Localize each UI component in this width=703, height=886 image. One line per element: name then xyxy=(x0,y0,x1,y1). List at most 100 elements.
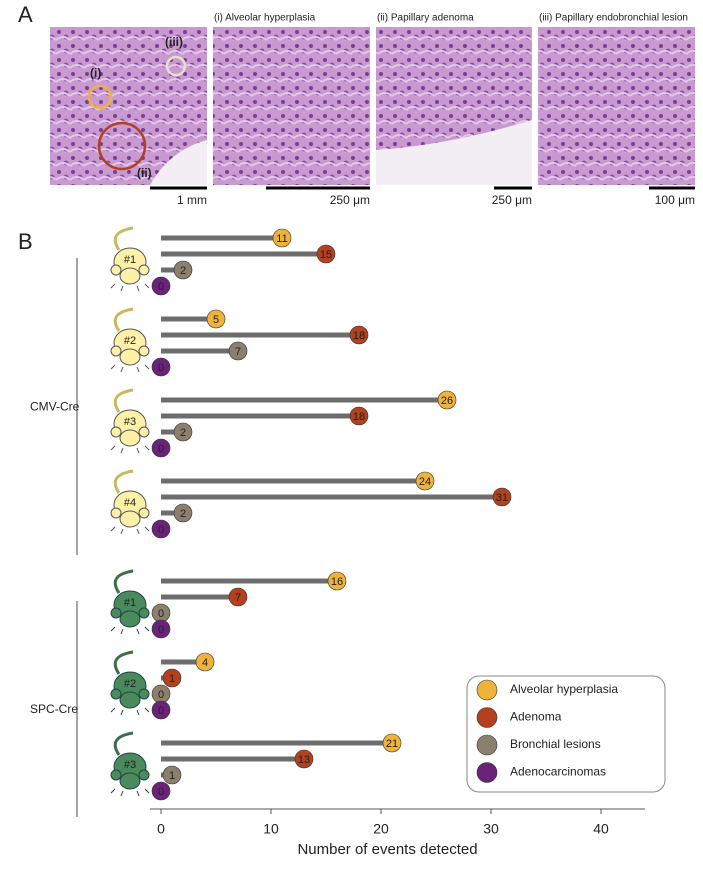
background xyxy=(376,120,532,185)
value-dot xyxy=(437,390,457,410)
x-tick-label: 40 xyxy=(593,821,609,837)
x-axis-label: Number of events detected xyxy=(297,841,477,858)
legend-label: Adenocarcinomas xyxy=(510,765,606,779)
value-label: 24 xyxy=(419,476,431,488)
mouse-head xyxy=(119,429,141,447)
value-label: 0 xyxy=(158,705,164,717)
histology-image xyxy=(213,27,370,185)
value-label: 18 xyxy=(353,330,365,342)
value-dot xyxy=(195,652,215,672)
marker-circle xyxy=(165,55,187,77)
marker-label: (iii) xyxy=(165,35,183,49)
value-label: 18 xyxy=(353,411,365,423)
legend-swatch xyxy=(476,679,498,701)
marker-circle xyxy=(87,84,113,110)
value-dot xyxy=(206,309,226,329)
mouse-tail xyxy=(113,731,134,756)
mouse-tail xyxy=(113,226,134,251)
mouse-label: #2 xyxy=(124,335,136,347)
legend-label: Alveolar hyperplasia xyxy=(510,682,618,696)
mouse-ear xyxy=(110,507,122,519)
marker-label: (ii) xyxy=(137,166,152,180)
mouse-head xyxy=(119,610,141,628)
mouse-ear xyxy=(138,688,150,700)
scale-label: 250 μm xyxy=(330,193,370,207)
value-label: 0 xyxy=(158,786,164,798)
x-tick-label: 30 xyxy=(483,821,499,837)
value-label: 13 xyxy=(298,754,310,766)
mouse-label: #3 xyxy=(124,416,136,428)
x-tick-label: 10 xyxy=(263,821,279,837)
value-label: 15 xyxy=(320,249,332,261)
value-dot xyxy=(151,276,171,296)
mouse-label: #1 xyxy=(124,254,136,266)
mouse-label: #3 xyxy=(124,759,136,771)
value-dot xyxy=(151,438,171,458)
legend-box xyxy=(466,675,666,793)
value-dot xyxy=(316,244,336,264)
value-dot xyxy=(151,700,171,720)
value-dot xyxy=(492,487,512,507)
mouse-head xyxy=(119,772,141,790)
value-dot xyxy=(173,422,193,442)
mouse-feet xyxy=(110,283,150,292)
group-label: CMV-Cre xyxy=(30,400,80,414)
value-dot xyxy=(228,587,248,607)
value-label: 16 xyxy=(331,576,343,588)
value-label: 31 xyxy=(496,492,508,504)
value-dot xyxy=(272,228,292,248)
scale-label: 100 μm xyxy=(655,193,695,207)
value-label: 7 xyxy=(235,592,241,604)
marker-label: (i) xyxy=(90,66,101,80)
value-label: 0 xyxy=(158,624,164,636)
mouse-label: #2 xyxy=(124,678,136,690)
value-label: 26 xyxy=(441,395,453,407)
mouse-ear xyxy=(138,426,150,438)
value-dot xyxy=(162,668,182,688)
value-dot xyxy=(151,357,171,377)
mouse-head xyxy=(119,348,141,366)
legend-swatch xyxy=(476,762,498,783)
legend-label: Bronchial lesions xyxy=(510,737,601,751)
mouse-tail xyxy=(113,569,134,594)
value-dot xyxy=(151,619,171,639)
scale-label: 250 μm xyxy=(492,193,532,207)
panel-label: B xyxy=(18,229,33,254)
value-label: 0 xyxy=(158,689,164,701)
mouse-ear xyxy=(138,345,150,357)
mouse-feet xyxy=(110,445,150,454)
mouse-feet xyxy=(110,626,150,635)
value-label: 4 xyxy=(202,657,208,669)
histology-images: (i) (ii) (iii) 1 mm 250 μm 250 μm 100 μm… xyxy=(50,13,695,207)
value-label: 0 xyxy=(158,524,164,536)
mouse-head xyxy=(119,510,141,528)
value-dot xyxy=(349,325,369,345)
mouse-feet xyxy=(110,526,150,535)
x-tick-label: 0 xyxy=(157,821,165,837)
value-label: 2 xyxy=(180,427,186,439)
background xyxy=(150,140,207,185)
mouse-head xyxy=(119,691,141,709)
mouse-head xyxy=(119,267,141,285)
mouse-ear xyxy=(138,264,150,276)
value-label: 7 xyxy=(235,346,241,358)
mouse-ear xyxy=(138,507,150,519)
value-dot xyxy=(294,749,314,769)
histology-image xyxy=(538,27,695,185)
value-dot xyxy=(162,765,182,785)
value-label: 2 xyxy=(180,508,186,520)
value-dot xyxy=(151,519,171,539)
value-label: 0 xyxy=(158,281,164,293)
value-label: 0 xyxy=(158,362,164,374)
mouse-label: #4 xyxy=(124,497,136,509)
marker-circle xyxy=(97,121,147,171)
value-label: 1 xyxy=(169,770,175,782)
group-label: SPC-Cre xyxy=(30,702,78,716)
value-dot xyxy=(327,571,347,591)
x-tick-label: 20 xyxy=(373,821,389,837)
value-label: 2 xyxy=(180,265,186,277)
legend-swatch xyxy=(476,707,498,728)
value-label: 21 xyxy=(386,738,398,750)
image-title: (i) Alveolar hyperplasia xyxy=(214,13,316,24)
